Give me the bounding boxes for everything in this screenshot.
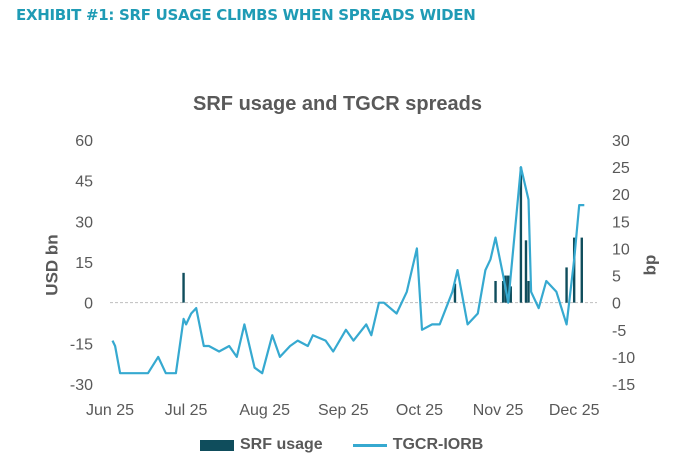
legend-label-tgcr: TGCR-IORB [392,436,484,453]
srf-bar [572,237,576,303]
srf-bar [507,275,510,303]
x-tick-label: Oct 25 [396,402,443,419]
srf-bar [509,286,512,303]
y-right-tick-label: -5 [612,323,626,340]
y-right-tick-label: 20 [612,187,630,204]
srf-bar [453,283,457,303]
y-left-tick-label: 45 [75,174,93,191]
srf-bar [494,280,497,303]
y-right-tick-label: 5 [612,269,621,286]
x-tick-label: Nov 25 [473,402,524,419]
y-left-tick-label: 30 [75,214,93,231]
y-right-tick-label: 25 [612,160,630,177]
x-tick-label: Jul 25 [165,402,208,419]
y-right-tick-label: -10 [612,350,635,367]
x-tick-label: Dec 25 [549,402,600,419]
legend-swatch-srf [200,439,234,451]
legend: SRF usage TGCR-IORB [200,432,513,458]
legend-item-srf: SRF usage [200,436,323,454]
tgcr-iorb-line [111,166,585,375]
y-right-tick-label: 15 [612,214,630,231]
x-tick-label: Sep 25 [318,402,369,419]
chart-title: SRF usage and TGCR spreads [193,93,482,115]
y-right-tick-label: 10 [612,241,630,258]
y-right-tick-label: -15 [612,377,635,394]
x-tick-label: Aug 25 [239,402,290,419]
legend-swatch-tgcr [352,443,387,447]
legend-item-tgcr: TGCR-IORB [352,436,484,454]
srf-bar [524,240,528,303]
srf-bar [519,167,523,303]
y-right-tick-label: 30 [612,133,630,150]
y-left-tick-label: -30 [70,377,93,394]
y-right-tick-label: 0 [612,296,621,313]
srf-bar [182,272,185,303]
srf-bar [580,237,583,303]
y-left-tick-label: 60 [75,133,93,150]
x-tick-label: Jun 25 [86,402,134,419]
y-left-tick-label: 15 [75,255,93,272]
y-left-tick-label: -15 [70,336,93,353]
srf-bar [501,280,505,303]
exhibit-heading: EXHIBIT #1: SRF USAGE CLIMBS WHEN SPREAD… [16,6,476,24]
legend-label-srf: SRF usage [240,436,323,453]
y-left-tick-label: 0 [84,296,93,313]
srf-bar [565,267,568,303]
srf-bar [527,280,530,303]
